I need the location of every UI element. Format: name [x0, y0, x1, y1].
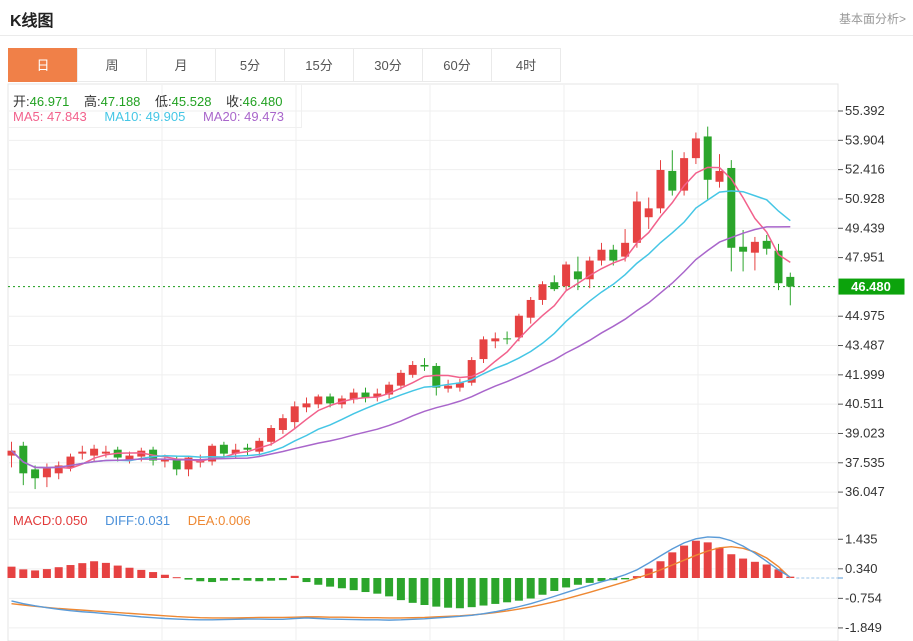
- svg-text:46.480: 46.480: [851, 279, 891, 294]
- svg-text:37.535: 37.535: [845, 455, 885, 470]
- tab-week[interactable]: 周: [77, 48, 147, 82]
- svg-text:47.951: 47.951: [845, 250, 885, 265]
- tab-4hour[interactable]: 4时: [491, 48, 561, 82]
- tab-day[interactable]: 日: [8, 48, 78, 82]
- svg-text:53.904: 53.904: [845, 132, 885, 147]
- current-price-tag: 46.480: [838, 278, 905, 295]
- page-title: K线图: [10, 13, 54, 30]
- svg-text:0.340: 0.340: [845, 561, 878, 576]
- svg-text:43.487: 43.487: [845, 338, 885, 353]
- page-header: K线图 基本面分析>: [0, 0, 913, 36]
- tab-5min[interactable]: 5分: [215, 48, 285, 82]
- svg-text:55.392: 55.392: [845, 103, 885, 118]
- svg-text:1.435: 1.435: [845, 531, 878, 546]
- svg-text:40.511: 40.511: [845, 396, 884, 411]
- fundamental-analysis-link[interactable]: 基本面分析>: [838, 12, 906, 26]
- tab-month[interactable]: 月: [146, 48, 216, 82]
- svg-text:50.928: 50.928: [845, 191, 885, 206]
- tab-15min[interactable]: 15分: [284, 48, 354, 82]
- tab-60min[interactable]: 60分: [422, 48, 492, 82]
- period-tabs: 日 周 月 5分 15分 30分 60分 4时: [8, 48, 561, 82]
- svg-text:-0.754: -0.754: [845, 590, 882, 605]
- svg-text:49.439: 49.439: [845, 220, 885, 235]
- svg-text:41.999: 41.999: [845, 367, 885, 382]
- svg-text:-1.849: -1.849: [845, 620, 882, 635]
- svg-text:39.023: 39.023: [845, 425, 885, 440]
- svg-text:36.047: 36.047: [845, 484, 885, 499]
- tab-30min[interactable]: 30分: [353, 48, 423, 82]
- svg-text:44.975: 44.975: [845, 308, 885, 323]
- svg-text:52.416: 52.416: [845, 162, 885, 177]
